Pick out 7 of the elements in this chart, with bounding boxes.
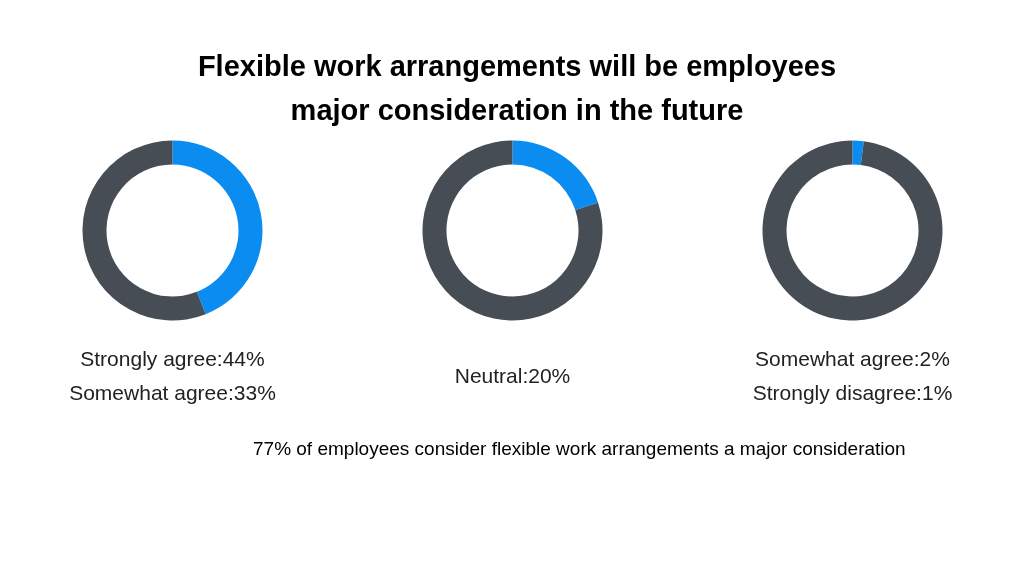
text: Neutral:20% [454, 364, 571, 387]
text: Strongly agree:44% [80, 347, 265, 370]
text: 77% of employees consider flexible work arrangements a major consideration [253, 437, 906, 461]
text: Flexible work arrangements will be employees major consideration in the future [196, 49, 838, 128]
text: Somewhat agree:2% [755, 347, 950, 370]
text: Strongly disagree:1% [752, 381, 953, 404]
text: Somewhat agree:33% [69, 381, 276, 404]
